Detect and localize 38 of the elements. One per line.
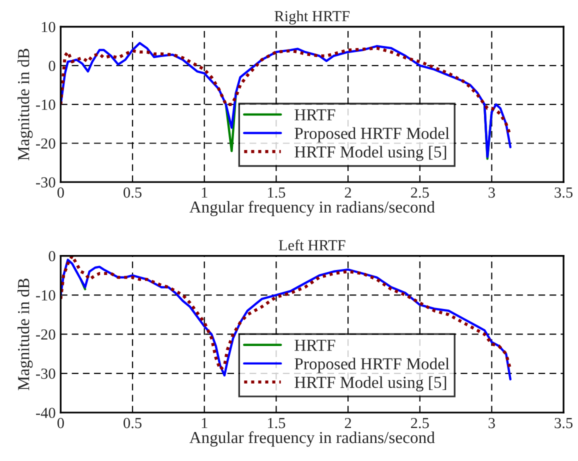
- x-tick-label: 2: [344, 187, 352, 198]
- y-tick-label: 10: [42, 22, 56, 32]
- chart-title: Right HRTF: [274, 10, 350, 24]
- y-tick-label: -30: [36, 368, 56, 379]
- x-tick-label: 1: [202, 418, 208, 428]
- x-tick-label: 0: [57, 418, 64, 428]
- legend-label: Proposed HRTF Model: [294, 358, 450, 373]
- legend-label: Proposed HRTF Model: [294, 127, 450, 142]
- chart-title: Left HRTF: [278, 240, 346, 250]
- x-tick-label: 3.5: [554, 418, 572, 428]
- x-axis-title: Angular frequency in radians/second: [189, 200, 435, 216]
- y-tick-label: 0: [48, 250, 56, 262]
- y-tick-label: -20: [36, 329, 56, 340]
- x-tick-label: 1.5: [268, 418, 286, 428]
- x-tick-label: 3.5: [554, 187, 572, 198]
- x-tick-label: 1.5: [268, 187, 286, 198]
- y-tick-label: -30: [36, 177, 56, 188]
- y-axis-title: Magnitude in dB: [18, 278, 33, 390]
- legend-label: HRTF: [294, 109, 336, 120]
- x-tick-label: 3: [488, 418, 495, 428]
- x-tick-label: 0.5: [124, 418, 142, 428]
- x-tick-label: 0.5: [124, 187, 142, 198]
- y-tick-label: 0: [48, 60, 56, 72]
- x-tick-label: 3: [488, 187, 495, 198]
- legend-label: HRTF Model using [5]: [294, 376, 446, 392]
- legend-label: HRTF: [294, 340, 336, 351]
- y-tick-label: -20: [36, 138, 56, 149]
- y-tick-label: -10: [36, 100, 56, 110]
- x-tick-label: 2.5: [411, 418, 429, 428]
- y-tick-label: -40: [36, 408, 56, 418]
- legend-label: HRTF Model using [5]: [294, 146, 446, 161]
- x-tick-label: 0: [57, 187, 64, 198]
- y-axis-title: Magnitude in dB: [18, 48, 33, 160]
- x-tick-label: 1: [202, 187, 208, 198]
- x-tick-label: 2: [344, 418, 352, 428]
- x-axis-title: Angular frequency in radians/second: [189, 431, 435, 447]
- x-tick-label: 2.5: [411, 187, 429, 198]
- y-tick-label: -10: [36, 290, 56, 300]
